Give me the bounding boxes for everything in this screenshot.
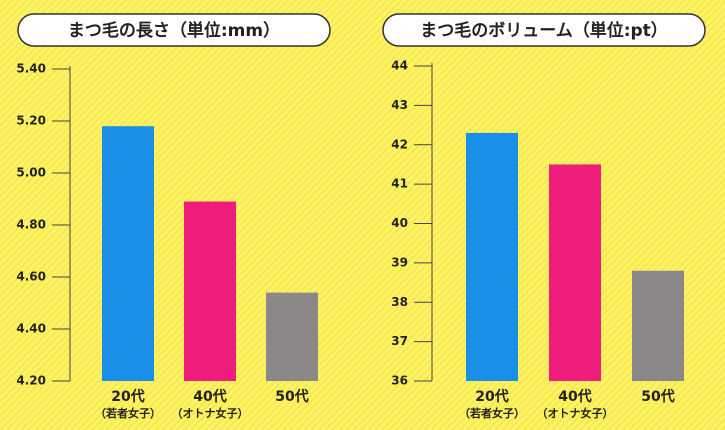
bar xyxy=(466,132,518,381)
y-tick-label: 40 xyxy=(391,216,408,230)
y-tick-label: 4.60 xyxy=(16,270,46,284)
y-tick-label: 4.20 xyxy=(16,374,46,388)
y-tick-label: 36 xyxy=(391,374,408,388)
y-tick-label: 43 xyxy=(391,98,408,112)
y-tick-label: 42 xyxy=(391,137,408,151)
x-tick-label: 20代 xyxy=(111,388,144,405)
x-sublabel: （オトナ女子） xyxy=(172,406,249,420)
x-sublabel: （オトナ女子） xyxy=(537,406,614,420)
y-tick-label: 37 xyxy=(391,334,408,348)
title-box xyxy=(382,13,706,47)
bar xyxy=(632,270,684,381)
x-tick-label: 40代 xyxy=(558,388,591,405)
chart-title: まつ毛のボリューム（単位:pt） xyxy=(420,20,668,41)
y-tick-label: 41 xyxy=(391,177,408,191)
bar xyxy=(549,164,601,381)
y-tick-label: 39 xyxy=(391,255,408,269)
title-box xyxy=(17,13,331,47)
y-tick-label: 44 xyxy=(391,59,408,73)
x-tick-label: 50代 xyxy=(275,388,308,405)
bar xyxy=(102,126,154,381)
x-tick-label: 20代 xyxy=(475,388,508,405)
y-tick-label: 5.20 xyxy=(16,114,46,128)
y-tick-label: 5.00 xyxy=(16,166,46,180)
x-tick-label: 50代 xyxy=(641,388,674,405)
y-tick-label: 4.80 xyxy=(16,218,46,232)
bar xyxy=(184,201,236,381)
chart-title: まつ毛の長さ（単位:mm） xyxy=(68,20,280,41)
x-sublabel: （若者女子） xyxy=(95,406,161,420)
bar xyxy=(266,292,318,381)
y-tick-label: 38 xyxy=(391,295,408,309)
y-tick-label: 4.40 xyxy=(16,322,46,336)
x-tick-label: 40代 xyxy=(193,388,226,405)
x-sublabel: （若者女子） xyxy=(459,406,525,420)
y-tick-label: 5.40 xyxy=(16,62,46,76)
